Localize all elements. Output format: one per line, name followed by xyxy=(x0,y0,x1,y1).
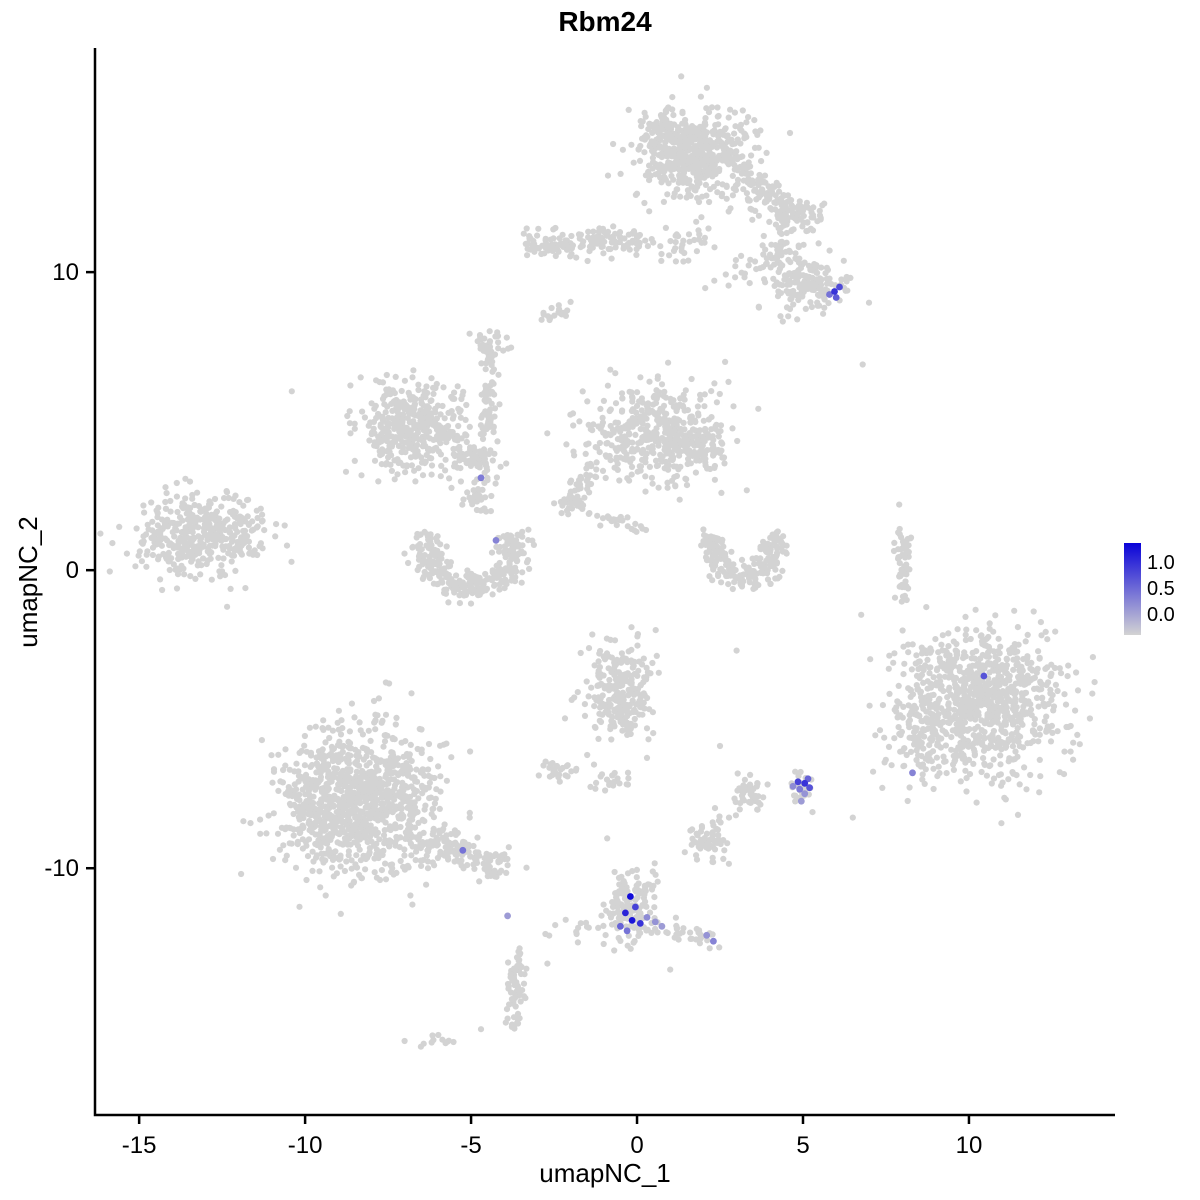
expressing-cell-point xyxy=(831,288,838,295)
x-tick-label: 5 xyxy=(796,1132,809,1159)
legend-colorbar: 1.0 0.5 0.0 xyxy=(1124,543,1200,639)
expressing-cell-point xyxy=(703,931,711,939)
expressing-cell-point xyxy=(627,893,634,900)
expressing-cell-point xyxy=(836,283,843,291)
expressing-cell-point xyxy=(797,797,805,805)
legend-gradient-bar xyxy=(1124,543,1141,635)
gray-points-layer xyxy=(97,73,1098,1050)
x-tick-label: -10 xyxy=(288,1132,323,1159)
axis-lines xyxy=(93,48,1115,1117)
expressing-cell-point xyxy=(832,294,840,301)
expressing-cell-point xyxy=(826,291,833,298)
expressing-cell-point xyxy=(801,790,809,798)
highlight-points-layer xyxy=(459,283,988,945)
expressing-cell-point xyxy=(909,769,916,777)
legend-label-max: 1.0 xyxy=(1147,552,1175,574)
legend-label-mid: 0.5 xyxy=(1147,578,1175,600)
expressing-cell-point xyxy=(796,785,804,793)
expressing-cell-point xyxy=(651,918,659,926)
y-tick-label: 10 xyxy=(52,259,79,286)
expressing-cell-point xyxy=(628,917,636,924)
x-axis-label: umapNC_1 xyxy=(539,1158,671,1188)
x-tick-label: 0 xyxy=(630,1132,643,1159)
y-axis-label: umapNC_2 xyxy=(13,516,43,648)
expressing-cell-point xyxy=(643,914,651,921)
expressing-cell-point xyxy=(794,778,802,786)
x-tick-label: 10 xyxy=(956,1132,983,1159)
expressing-cell-point xyxy=(980,672,988,680)
expressing-cell-point xyxy=(617,922,624,930)
x-tick-label: -5 xyxy=(460,1132,481,1159)
expressing-cell-point xyxy=(636,920,644,927)
expressing-cell-point xyxy=(658,922,666,930)
expressing-cell-point xyxy=(623,927,631,935)
expressing-cell-point xyxy=(806,784,813,792)
chart-title: Rbm24 xyxy=(558,6,652,37)
legend-label-min: 0.0 xyxy=(1147,604,1175,626)
expressing-cell-point xyxy=(492,537,500,544)
axes-layer: -15 -10 -5 0 5 10 10 0 -10 xyxy=(44,48,1115,1159)
expressing-cell-point xyxy=(710,937,717,945)
x-tick-label: -15 xyxy=(122,1132,157,1159)
expressing-cell-point xyxy=(801,779,809,787)
y-tick-label: -10 xyxy=(44,855,79,882)
expressing-cell-point xyxy=(789,782,797,790)
expressing-cell-point xyxy=(477,474,485,482)
expressing-cell-point xyxy=(632,903,639,911)
expressing-cell-point xyxy=(504,912,511,920)
y-tick-label: 0 xyxy=(66,557,79,584)
expressing-cell-point xyxy=(459,846,467,854)
expressing-cell-point xyxy=(622,909,629,917)
